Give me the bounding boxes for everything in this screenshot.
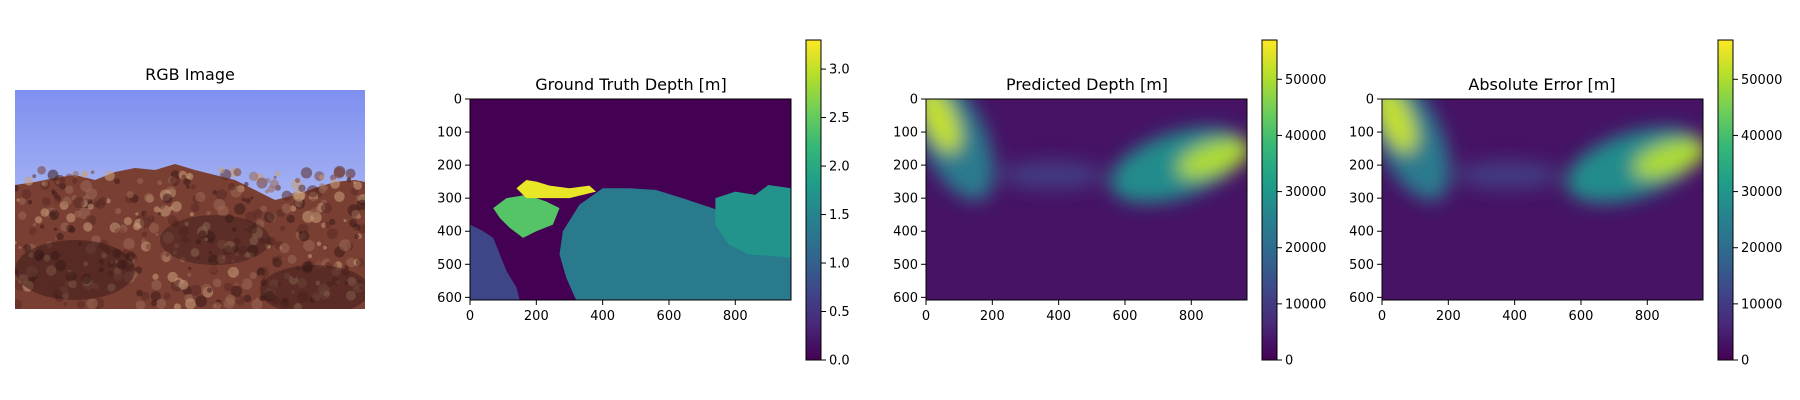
pred-ytick-label: 300 bbox=[893, 192, 918, 207]
pred-title: Predicted Depth [m] bbox=[1006, 75, 1168, 94]
gt-cbar-label: 0.0 bbox=[829, 354, 850, 369]
pred-cbar-label: 0 bbox=[1285, 354, 1293, 369]
err-blob-haze bbox=[1456, 160, 1560, 190]
gt-axes: 0 200 400 600 800 0 100 200 300 400 500 600 bbox=[437, 93, 792, 324]
gt-ytick-label: 100 bbox=[437, 126, 462, 141]
gt-cbar-label: 3.0 bbox=[829, 63, 850, 78]
gt-xtick-label: 200 bbox=[524, 309, 549, 324]
err-xtick-label: 200 bbox=[1436, 309, 1461, 324]
pred-cbar-label: 30000 bbox=[1285, 185, 1326, 200]
gt-xtick-label: 0 bbox=[466, 309, 474, 324]
gt-cbar-label: 1.5 bbox=[829, 208, 850, 223]
err-ytick-label: 0 bbox=[1366, 93, 1374, 108]
err-ytick-label: 300 bbox=[1349, 192, 1374, 207]
err-ytick-label: 500 bbox=[1349, 258, 1374, 273]
err-cbar-label: 50000 bbox=[1741, 73, 1782, 88]
gt-xtick-label: 600 bbox=[657, 309, 682, 324]
pred-ytick-label: 100 bbox=[893, 126, 918, 141]
gt-heatmap bbox=[470, 99, 791, 300]
pred-ytick-label: 0 bbox=[910, 93, 918, 108]
pred-colorbar: 0 10000 20000 30000 40000 50000 bbox=[1261, 39, 1326, 369]
pred-ytick-label: 400 bbox=[893, 225, 918, 240]
gt-region-left-rock bbox=[470, 224, 520, 300]
err-xtick-label: 800 bbox=[1635, 309, 1660, 324]
err-axes: 0 200 400 600 800 0 100 200 300 400 500 600 bbox=[1349, 93, 1704, 324]
pred-cbar-label: 20000 bbox=[1285, 241, 1326, 256]
gt-cbar-label: 2.0 bbox=[829, 160, 850, 175]
pred-blob-haze bbox=[1000, 160, 1104, 190]
gt-cbar-label: 0.5 bbox=[829, 305, 850, 320]
gt-colorbar-frame bbox=[805, 39, 822, 361]
err-ytick-label: 200 bbox=[1349, 159, 1374, 174]
gt-region-central bbox=[559, 188, 791, 300]
pred-ytick-label: 600 bbox=[893, 291, 918, 306]
gt-title: Ground Truth Depth [m] bbox=[535, 75, 726, 94]
gt-ytick-label: 0 bbox=[454, 93, 462, 108]
err-blob-upper-left-core bbox=[1382, 99, 1417, 153]
gt-colorbar: 0.0 0.5 1.0 1.5 2.0 2.5 3.0 bbox=[805, 39, 850, 369]
err-ytick-label: 100 bbox=[1349, 126, 1374, 141]
err-heatmap bbox=[1382, 99, 1703, 300]
gt-ytick-label: 300 bbox=[437, 192, 462, 207]
gt-cbar-label: 2.5 bbox=[829, 111, 850, 126]
panel-predicted: Predicted Depth [m] 0 200 400 600 800 0 100 200… bbox=[893, 39, 1326, 369]
pred-xtick-label: 0 bbox=[922, 309, 930, 324]
err-cbar-label: 30000 bbox=[1741, 185, 1782, 200]
gt-colorbar-gradient bbox=[806, 40, 821, 360]
err-title: Absolute Error [m] bbox=[1468, 75, 1615, 94]
err-blob-right-core bbox=[1633, 139, 1703, 178]
pred-cbar-label: 40000 bbox=[1285, 129, 1326, 144]
gt-ytick-label: 400 bbox=[437, 225, 462, 240]
pred-frame bbox=[925, 98, 1248, 301]
gt-ytick-label: 500 bbox=[437, 258, 462, 273]
err-cbar-label: 0 bbox=[1741, 354, 1749, 369]
gt-region-top bbox=[516, 179, 597, 199]
pred-cbar-label: 10000 bbox=[1285, 297, 1326, 312]
pred-blob-right-core bbox=[1177, 139, 1247, 178]
pred-xtick-label: 800 bbox=[1179, 309, 1204, 324]
pred-blob-upper-left-core bbox=[926, 99, 961, 153]
pred-xtick-label: 400 bbox=[1046, 309, 1071, 324]
panel-rgb: RGB Image bbox=[15, 65, 365, 309]
gt-ytick-label: 600 bbox=[437, 291, 462, 306]
err-xtick-label: 600 bbox=[1569, 309, 1594, 324]
pred-heatmap bbox=[926, 99, 1247, 300]
pred-ytick-label: 200 bbox=[893, 159, 918, 174]
gt-xtick-label: 800 bbox=[723, 309, 748, 324]
gt-cbar-label: 1.0 bbox=[829, 257, 850, 272]
rgb-title: RGB Image bbox=[145, 65, 235, 84]
err-ytick-label: 600 bbox=[1349, 291, 1374, 306]
gt-ytick-label: 200 bbox=[437, 159, 462, 174]
gt-region-ridge bbox=[493, 194, 560, 238]
err-cbar-label: 10000 bbox=[1741, 297, 1782, 312]
pred-xtick-label: 600 bbox=[1113, 309, 1138, 324]
gt-xtick-label: 400 bbox=[590, 309, 615, 324]
err-frame bbox=[1381, 98, 1704, 301]
err-colorbar: 0 10000 20000 30000 40000 50000 bbox=[1717, 39, 1782, 369]
panel-ground-truth: Ground Truth Depth [m] 0 200 400 600 800 0 100… bbox=[437, 39, 850, 369]
pred-cbar-label: 50000 bbox=[1285, 73, 1326, 88]
pred-colorbar-gradient bbox=[1262, 40, 1277, 360]
err-cbar-label: 40000 bbox=[1741, 129, 1782, 144]
err-colorbar-frame bbox=[1717, 39, 1734, 361]
pred-xtick-label: 200 bbox=[980, 309, 1005, 324]
err-cbar-label: 20000 bbox=[1741, 241, 1782, 256]
panel-abs-error: Absolute Error [m] 0 200 400 600 800 0 100 200 3… bbox=[1349, 39, 1782, 369]
pred-axes: 0 200 400 600 800 0 100 200 300 400 500 600 bbox=[893, 93, 1248, 324]
pred-ytick-label: 500 bbox=[893, 258, 918, 273]
err-ytick-label: 400 bbox=[1349, 225, 1374, 240]
err-colorbar-gradient bbox=[1718, 40, 1733, 360]
err-xtick-label: 400 bbox=[1502, 309, 1527, 324]
gt-region-right bbox=[715, 184, 791, 258]
gt-frame bbox=[469, 98, 792, 301]
rgb-image bbox=[15, 90, 365, 309]
pred-colorbar-frame bbox=[1261, 39, 1278, 361]
err-xtick-label: 0 bbox=[1378, 309, 1386, 324]
